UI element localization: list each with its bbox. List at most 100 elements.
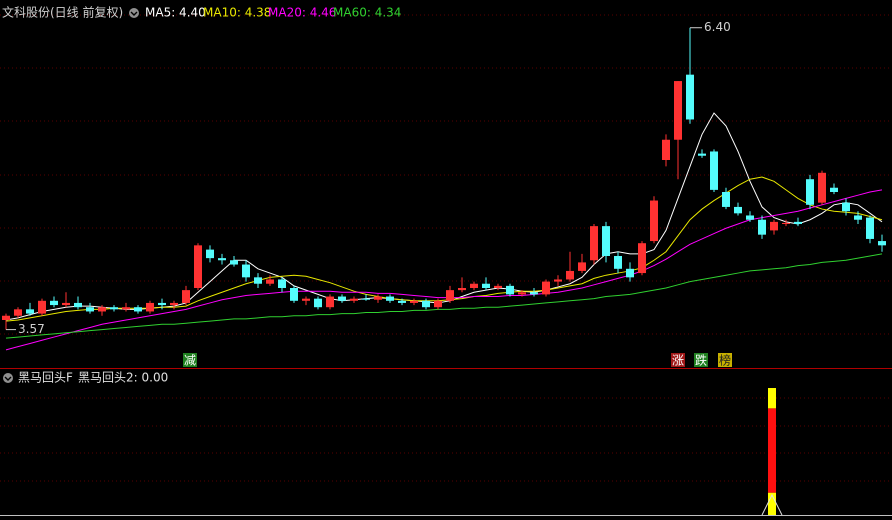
candle-body <box>158 302 166 306</box>
candle-body <box>710 151 718 190</box>
candle-body <box>254 277 262 284</box>
candle-body <box>626 268 634 278</box>
candle-body <box>98 307 106 312</box>
signal-label: 跌 <box>695 353 707 368</box>
candle-body <box>278 279 286 288</box>
candle-body <box>518 292 526 295</box>
candle-body <box>458 288 466 291</box>
indicator-title: 黑马回头F <box>18 371 73 385</box>
candle-body <box>338 296 346 301</box>
candle-body <box>602 226 610 256</box>
candle-body <box>470 283 478 288</box>
candle-body <box>566 270 574 280</box>
candle-body <box>578 262 586 271</box>
candle-body <box>770 221 778 231</box>
candle-body <box>134 307 142 312</box>
candle-body <box>482 283 490 288</box>
header: 文科股份(日线 前复权) MA5: 4.40 MA10: 4.38 MA20: … <box>2 5 401 20</box>
candle-body <box>386 296 394 301</box>
extreme-label: 3.57 <box>18 322 45 336</box>
ma-line <box>5 176 883 322</box>
candle-body <box>218 258 226 261</box>
candle-body <box>638 243 646 274</box>
candle-body <box>422 300 430 308</box>
candle-body <box>782 222 790 224</box>
candle-body <box>878 241 886 246</box>
candle-body <box>734 206 742 214</box>
candle-body <box>230 260 238 265</box>
candle-body <box>830 187 838 192</box>
signal-box <box>183 353 197 367</box>
candle-body <box>530 292 538 295</box>
candle-body <box>662 139 670 160</box>
plot-area: 6.40 3.57 减 涨跌榜 <box>2 20 886 515</box>
candle-body <box>242 264 250 278</box>
candle-body <box>410 300 418 303</box>
candle-body <box>2 315 10 320</box>
candle-body <box>38 300 46 314</box>
candle-body <box>818 172 826 203</box>
indicator-header: 黑马回头F 黑马回头2: 0.00 <box>3 371 168 385</box>
indicator-bar <box>768 388 776 409</box>
menu-icon-arrow <box>4 376 12 381</box>
candle-body <box>26 309 34 314</box>
candle-body <box>350 298 358 301</box>
candle-body <box>62 302 70 306</box>
candle-body <box>326 296 334 308</box>
legend-entry: MA20: 4.46 <box>268 6 336 20</box>
candle-body <box>554 279 562 282</box>
candle-body <box>362 298 370 300</box>
candle-body <box>506 285 514 295</box>
candle-body <box>398 300 406 303</box>
candle-body <box>854 215 862 220</box>
extreme-label: 6.40 <box>704 20 731 34</box>
candle-body <box>842 202 850 212</box>
candle-body <box>866 217 874 239</box>
candle-body <box>290 288 298 301</box>
candle-body <box>86 307 94 312</box>
candle-body <box>686 74 694 120</box>
candle-body <box>614 256 622 269</box>
menu-icon[interactable] <box>129 8 139 18</box>
candle-body <box>758 219 766 235</box>
signal-label: 涨 <box>672 353 684 368</box>
candle-body <box>74 302 82 308</box>
candle-body <box>434 300 442 308</box>
candle-body <box>206 249 214 259</box>
candle-body <box>674 81 682 140</box>
candle-body <box>194 245 202 288</box>
indicator-bar <box>768 492 776 515</box>
candle-body <box>170 302 178 306</box>
ma-line <box>5 189 883 351</box>
candle-body <box>266 279 274 284</box>
menu-icon-arrow <box>130 11 138 16</box>
grid <box>0 14 892 482</box>
candle-body <box>314 298 322 308</box>
candle-body <box>122 307 130 310</box>
candle-body <box>50 300 58 306</box>
indicator-label: 黑马回头2: 0.00 <box>78 371 168 385</box>
menu-icon[interactable] <box>3 373 13 383</box>
candle-body <box>794 221 802 224</box>
candle-body <box>542 281 550 295</box>
candle-body <box>698 153 706 156</box>
legend-entry: MA60: 4.34 <box>333 6 401 20</box>
signal-box <box>718 353 732 367</box>
indicator-line <box>761 493 783 516</box>
candle-body <box>806 179 814 205</box>
candle-body <box>494 285 502 288</box>
signal-box <box>671 353 685 367</box>
candle-body <box>722 192 730 207</box>
chart-title: 文科股份(日线 前复权) <box>2 5 123 20</box>
candle-body <box>146 302 154 312</box>
signal-label: 减 <box>184 354 196 368</box>
candle-body <box>446 290 454 301</box>
legend-entry: MA5: 4.40 <box>145 6 206 20</box>
candle-body <box>650 200 658 242</box>
candle-body <box>14 309 22 316</box>
candle-body <box>182 290 190 303</box>
signal-box <box>694 353 708 367</box>
candle-body <box>302 298 310 301</box>
indicator-bar <box>768 408 776 493</box>
